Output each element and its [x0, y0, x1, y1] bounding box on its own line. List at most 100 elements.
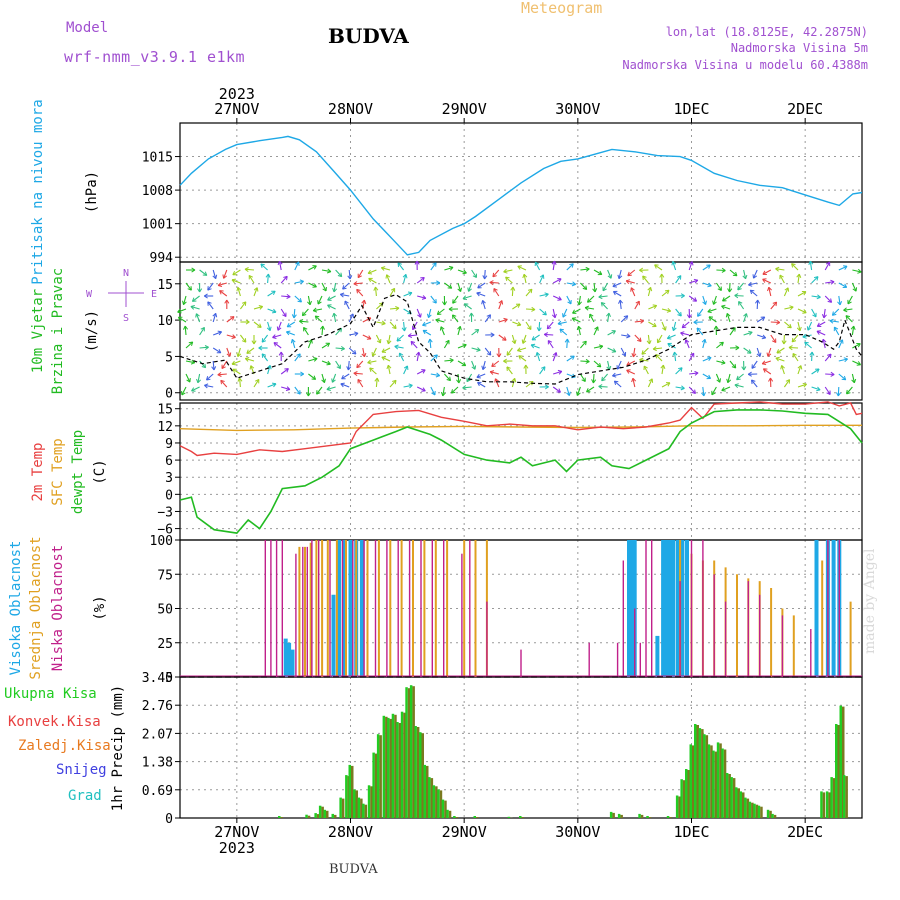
temp-ylabel-3: dewpt Temp	[70, 430, 86, 514]
wind-arrow	[797, 321, 801, 331]
wind-arrow-head	[272, 290, 276, 296]
wind-arrow-head	[297, 300, 302, 303]
wind-arrow	[852, 343, 861, 349]
product-title: Meteogram	[521, 0, 603, 17]
wind-arrow-head	[420, 313, 422, 318]
wind-arrow	[317, 295, 323, 305]
wind-arrow-head	[572, 281, 577, 285]
wind-arrow-head	[661, 273, 665, 278]
wind-arrow-head	[639, 269, 644, 273]
wind-arrow	[372, 347, 377, 357]
wind-arrow	[675, 275, 682, 284]
wind-arrow-head	[808, 260, 811, 265]
wind-arrow	[308, 265, 317, 271]
wind-arrow	[743, 313, 748, 323]
wind-arrow-head	[186, 379, 191, 383]
wind-arrow-head	[768, 286, 772, 291]
wind-arrow-head	[761, 337, 766, 340]
wind-arrow-head	[449, 376, 451, 381]
wind-arrow-head	[559, 328, 564, 331]
wind-arrow	[435, 319, 445, 323]
wind-arrow-head	[404, 327, 407, 332]
y-tick-label: 15	[157, 278, 173, 293]
wind-arrow	[356, 289, 364, 297]
wind-arrow-head	[302, 314, 307, 317]
wind-arrow-head	[653, 322, 657, 327]
wind-arrow	[267, 321, 271, 331]
wind-arrow-head	[196, 378, 199, 383]
wind-arrow-head	[571, 376, 576, 379]
wind-arrow	[212, 360, 215, 371]
wind-arrow	[546, 321, 554, 330]
wind-arrow-head	[829, 320, 834, 324]
wind-arrow-head	[409, 292, 413, 297]
precip-bar-total	[362, 803, 365, 818]
wind-arrow-head	[232, 368, 236, 374]
wind-arrow	[648, 304, 657, 310]
wind-arrow-head	[439, 326, 442, 331]
wind-arrow-head	[462, 387, 467, 391]
wind-arrow	[369, 367, 377, 375]
wind-arrow-head	[598, 294, 603, 298]
y-tick-label: 2.07	[142, 727, 173, 742]
wind-arrow	[429, 338, 432, 349]
wind-arrow-head	[244, 358, 249, 362]
wind-arrow	[688, 352, 695, 362]
precip-bar-conv	[360, 798, 363, 818]
precip-unit: 1hr Precip (mm)	[110, 685, 126, 811]
wind-arrow-head	[332, 287, 335, 293]
wind-arrow	[457, 344, 467, 349]
wind-arrow-head	[762, 363, 767, 366]
wind-arrow-head	[835, 392, 839, 397]
wind-arrow	[829, 320, 839, 323]
wind-arrow-head	[672, 261, 677, 265]
wind-arrow	[734, 384, 744, 388]
wind-arrow-head	[557, 369, 562, 372]
wind-arrow-head	[184, 325, 189, 330]
wind-arrow-head	[376, 377, 380, 382]
wind-arrow-head	[422, 330, 426, 335]
wind-arrow-head	[652, 348, 657, 352]
wind-arrow-head	[436, 372, 441, 376]
wind-arrow	[743, 347, 752, 354]
wind-arrow	[267, 308, 277, 313]
wind-arrow-head	[680, 367, 683, 372]
wind-arrow	[811, 368, 820, 375]
wind-arrow-head	[742, 275, 746, 280]
wind-arrow-head	[666, 334, 671, 339]
wind-arrow	[634, 300, 640, 310]
wind-arrow	[847, 295, 853, 305]
wind-arrow-head	[224, 299, 228, 304]
wind-arrow-head	[272, 382, 277, 385]
wind-arrow	[344, 300, 350, 310]
y-tick-label: −3	[157, 505, 173, 520]
wind-arrow	[444, 359, 454, 362]
wind-arrow-head	[326, 386, 331, 390]
wind-arrow-head	[770, 377, 774, 382]
wind-arrow-head	[582, 287, 587, 290]
wind-arrow	[667, 343, 676, 349]
wind-arrow	[734, 294, 744, 297]
wind-arrow-head	[476, 373, 480, 378]
wind-arrow-head	[672, 351, 675, 356]
wind-arrow-head	[829, 318, 834, 322]
wind-arrow-head	[721, 390, 726, 392]
wind-arrow	[752, 269, 758, 279]
wind-arrow-head	[772, 301, 777, 304]
wind-arrow-head	[442, 392, 446, 397]
wind-arrow-head	[759, 352, 762, 357]
wind-arrow-head	[339, 294, 344, 298]
wind-arrow	[539, 274, 544, 284]
wind-arrow	[457, 360, 466, 367]
precip-bar-conv	[307, 815, 311, 818]
y-tick-label: 100	[150, 534, 173, 549]
wind-arrow-head	[204, 383, 209, 386]
wind-arrow-head	[462, 272, 467, 275]
wind-arrow-head	[830, 374, 835, 377]
precip-bar-conv	[710, 745, 713, 818]
wind-arrow-head	[680, 295, 685, 299]
wind-arrow-head	[748, 284, 753, 287]
wind-arrow-head	[313, 357, 318, 359]
precip-bar-total	[278, 816, 281, 818]
